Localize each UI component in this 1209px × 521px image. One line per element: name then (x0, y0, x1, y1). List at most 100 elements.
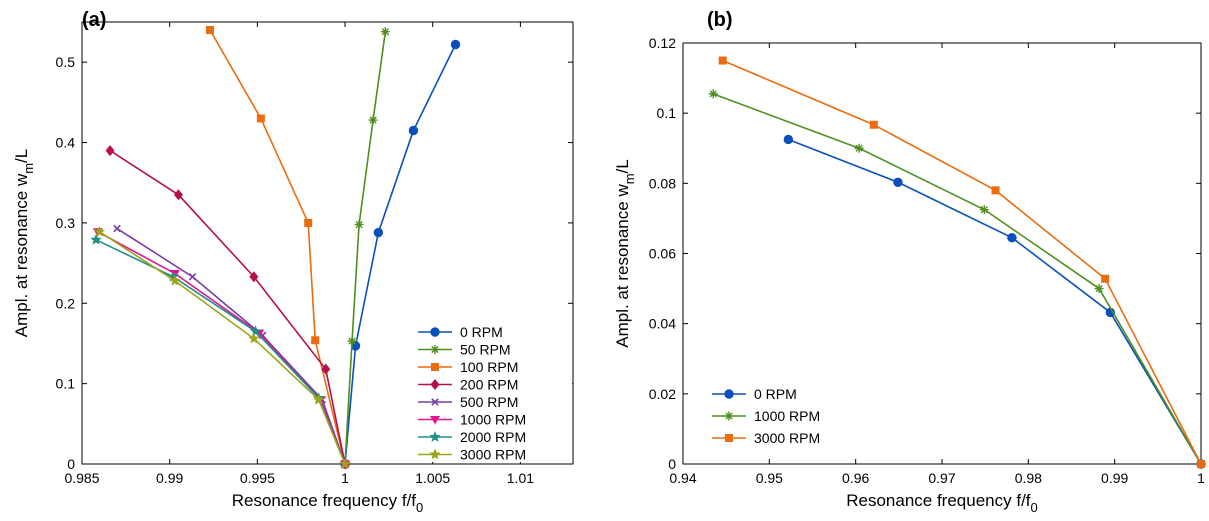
data-point-3000-rpm (869, 120, 878, 129)
y-axis-label-subscript: m (21, 163, 36, 174)
legend-entry: 1000 RPM (754, 408, 820, 424)
data-point-2000-rpm (90, 233, 102, 245)
series-3000-rpm (718, 56, 1205, 468)
panel-label: (b) (707, 9, 733, 31)
y-tick-label: 0.12 (649, 35, 676, 51)
legend-marker (430, 327, 440, 337)
data-point-1000-rpm (169, 270, 180, 279)
y-axis-label-suffix: /L (613, 159, 632, 173)
data-point-200-rpm (173, 189, 183, 201)
legend-marker (725, 434, 733, 442)
data-point-0-rpm (408, 125, 419, 136)
y-axis-label-main: Ampl. at resonance w (613, 184, 632, 348)
y-tick-label: 0.1 (657, 105, 677, 121)
data-point-1000-rpm (708, 89, 718, 99)
data-point-0-rpm (1007, 233, 1017, 243)
y-tick-label: 0 (668, 456, 676, 472)
y-tick-label: 0.06 (649, 246, 676, 262)
x-tick-label: 1.01 (507, 470, 534, 486)
x-axis-label: Resonance frequency f/f0 (846, 491, 1038, 515)
data-point-3000-rpm (1197, 460, 1205, 468)
y-axis-label-subscript: m (622, 173, 637, 184)
data-point-3000-rpm (991, 186, 1000, 195)
legend-marker (429, 448, 441, 460)
y-tick-label: 0.1 (56, 376, 76, 392)
y-tick-label: 0.02 (649, 386, 676, 402)
y-tick-label: 0.2 (56, 295, 76, 311)
data-point-3000-rpm (339, 458, 351, 469)
y-tick-label: 0 (67, 456, 75, 472)
data-point-1000-rpm (854, 143, 864, 153)
data-point-2000-rpm (249, 325, 262, 337)
data-point-0-rpm (450, 39, 461, 50)
x-axis-label-main: Resonance frequency f/f (846, 491, 1031, 510)
legend-entry: 3000 RPM (460, 447, 526, 463)
y-axis-label: Ampl. at resonance wm/L (613, 159, 637, 348)
data-point-3000-rpm (93, 225, 106, 237)
x-tick-label: 0.99 (1101, 470, 1128, 486)
x-tick-label: 1.005 (415, 470, 450, 486)
legend-marker (430, 416, 440, 425)
x-tick-label: 0.98 (1015, 470, 1042, 486)
legend-entry: 0 RPM (460, 324, 503, 340)
data-point-3000-rpm (718, 56, 727, 65)
y-axis-label-main: Ampl. at resonance w (12, 173, 31, 337)
x-tick-label: 1 (341, 470, 349, 486)
data-point-200-rpm (249, 271, 259, 283)
data-point-500-rpm (113, 224, 121, 233)
legend-marker (724, 389, 734, 399)
data-point-500-rpm (188, 272, 197, 281)
legend-box (412, 322, 572, 462)
data-point-2000-rpm (167, 270, 179, 282)
legend-entry: 100 RPM (460, 359, 518, 375)
panel-label: (a) (82, 9, 106, 31)
data-point-3000-rpm (169, 274, 181, 286)
panel-0: 0.985 0.99 0.995 1 1.005 1.01 0 0.1 0.2 0.3 0.4 0.5… (12, 9, 574, 515)
legend-entry: 1000 RPM (460, 412, 526, 428)
y-tick-label: 0.4 (56, 135, 76, 151)
data-point-50-rpm (347, 336, 357, 346)
legend-marker (429, 431, 441, 442)
x-axis-label-subscript: 0 (1031, 500, 1038, 515)
x-tick-label: 0.96 (842, 470, 869, 486)
data-point-0-rpm (373, 227, 384, 238)
x-tick-label: 0.985 (64, 470, 99, 486)
y-axis-label-suffix: /L (12, 149, 31, 163)
y-tick-label: 0.3 (56, 215, 76, 231)
data-point-100-rpm (206, 26, 215, 35)
legend-entry: 50 RPM (460, 342, 511, 358)
y-tick-label: 0.08 (649, 175, 676, 191)
x-tick-label: 0.97 (928, 470, 955, 486)
x-tick-label: 0.94 (669, 470, 696, 486)
x-tick-label: 0.995 (240, 470, 275, 486)
x-axis-label: Resonance frequency f/f0 (232, 491, 424, 515)
x-tick-label: 1 (1197, 470, 1205, 486)
legend-entry: 200 RPM (460, 377, 518, 393)
data-point-100-rpm (311, 336, 320, 345)
data-point-200-rpm (321, 363, 331, 375)
data-point-3000-rpm (1101, 274, 1110, 283)
legend-marker (430, 345, 440, 354)
legend-marker (431, 398, 439, 406)
legend-entry: 3000 RPM (754, 430, 820, 446)
data-point-3000-rpm (248, 332, 260, 344)
legend-entry: 2000 RPM (460, 429, 526, 445)
legend-marker (431, 363, 439, 371)
data-point-200-rpm (105, 145, 115, 157)
data-point-50-rpm (354, 220, 364, 230)
data-point-3000-rpm (313, 393, 325, 405)
y-tick-label: 0.04 (649, 316, 676, 332)
legend-entry: 500 RPM (460, 394, 518, 410)
data-point-0-rpm (893, 177, 903, 187)
y-tick-label: 0.5 (56, 54, 76, 70)
data-point-50-rpm (380, 27, 390, 37)
panel-1: 0.94 0.95 0.96 0.97 0.98 0.99 1 0 0.02 0.04 0.06 0.… (613, 9, 1206, 515)
data-point-50-rpm (368, 115, 378, 125)
data-point-100-rpm (256, 114, 265, 123)
data-point-1000-rpm (979, 205, 989, 215)
legend-entry: 0 RPM (754, 386, 797, 402)
x-axis-label-main: Resonance frequency f/f (232, 491, 417, 510)
series-3000-rpm (93, 225, 351, 469)
